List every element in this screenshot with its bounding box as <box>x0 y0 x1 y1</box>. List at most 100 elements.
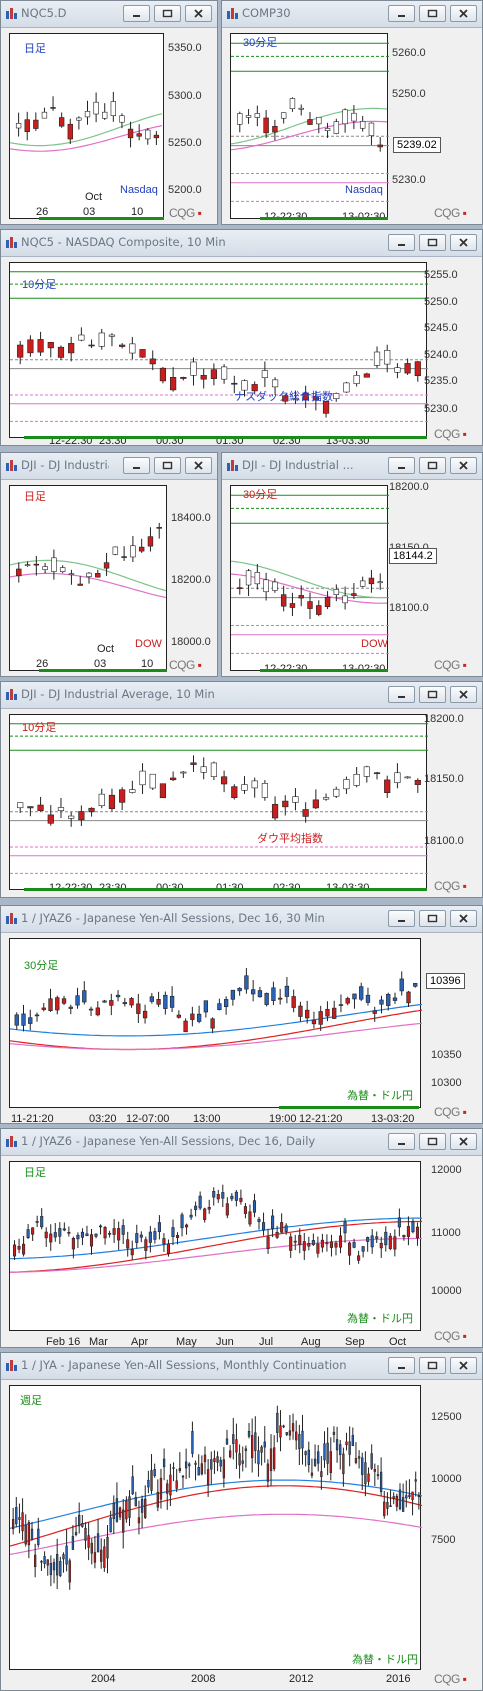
x-tick-label: 2016 <box>386 1673 411 1685</box>
y-tick-label: 18100.0 <box>424 835 464 847</box>
price-chart[interactable]: 30分足 DOW <box>230 485 389 671</box>
close-button[interactable] <box>185 5 212 22</box>
close-icon <box>194 461 203 470</box>
restore-button[interactable] <box>419 910 446 927</box>
minimize-button[interactable] <box>123 457 150 474</box>
close-button[interactable] <box>185 457 212 474</box>
price-chart[interactable]: 30分足 Nasdaq <box>230 33 389 219</box>
close-button[interactable] <box>450 1357 477 1374</box>
title-bar[interactable]: 1 / JYA - Japanese Yen-All Sessions, Mon… <box>1 1353 482 1380</box>
window-title: DJI - DJ Industrial Average, 10 Min <box>21 687 215 701</box>
x-tick-label: 10 <box>131 206 144 218</box>
minimize-button[interactable] <box>123 5 150 22</box>
window-title: 1 / JYA - Japanese Yen-All Sessions, Mon… <box>21 1358 347 1372</box>
minimize-button[interactable] <box>388 1357 415 1374</box>
session-bar <box>279 1106 419 1109</box>
close-icon <box>194 9 203 18</box>
restore-button[interactable] <box>419 1357 446 1374</box>
x-tick-label: 03 <box>83 206 96 218</box>
price-chart[interactable]: 日足 DOW <box>9 485 167 671</box>
close-button[interactable] <box>450 686 477 703</box>
title-bar[interactable]: DJI - DJ Industrial ... <box>1 453 217 480</box>
y-tick-label: 11000 <box>431 1227 461 1239</box>
minimize-button[interactable] <box>388 910 415 927</box>
minimize-button[interactable] <box>388 457 415 474</box>
x-month-label: Oct <box>97 643 115 655</box>
x-tick-label: Feb 16 <box>46 1336 81 1348</box>
close-button[interactable] <box>450 1133 477 1150</box>
close-button[interactable] <box>450 5 477 22</box>
x-month-label: Oct <box>85 191 103 203</box>
timeframe-label: 日足 <box>24 1167 46 1179</box>
y-tick-label: 5300.0 <box>168 90 202 102</box>
price-chart[interactable]: 週足 為替・ドル円 <box>9 1385 423 1670</box>
minimize-button[interactable] <box>388 234 415 251</box>
window-title: 1 / JYAZ6 - Japanese Yen-All Sessions, D… <box>21 911 325 925</box>
restore-button[interactable] <box>154 5 181 22</box>
nasdaq-10min-window: NQC5 - NASDAQ Composite, 10 Min 10分足ナスダック… <box>0 229 483 447</box>
title-bar[interactable]: NQC5.D <box>1 1 217 28</box>
restore-icon <box>427 914 438 923</box>
window-title: DJI - DJ Industrial ... <box>21 458 109 472</box>
chart-window-icon <box>6 1360 17 1371</box>
x-tick-label: 13-03:20 <box>371 1113 415 1125</box>
y-tick-label: 10000 <box>431 1285 462 1297</box>
session-bar <box>39 669 167 672</box>
price-chart[interactable]: 10分足ナスダック総合指数 <box>9 262 428 438</box>
timeframe-label: 10分足 <box>22 279 57 291</box>
minimize-icon <box>398 15 405 17</box>
close-button[interactable] <box>450 457 477 474</box>
instrument-label: ナスダック総合指数 <box>234 391 333 403</box>
restore-button[interactable] <box>419 5 446 22</box>
instrument-label: Nasdaq <box>120 184 158 196</box>
x-tick-label: 10 <box>141 658 154 670</box>
y-tick-label: 7500 <box>431 1534 456 1546</box>
title-bar[interactable]: DJI - DJ Industrial ... <box>222 453 482 480</box>
y-tick-label: 5235.0 <box>424 375 458 387</box>
y-tick-label: 12000 <box>431 1164 462 1176</box>
close-button[interactable] <box>450 234 477 251</box>
window-title: DJI - DJ Industrial ... <box>242 458 354 472</box>
price-chart[interactable]: 日足 Nasdaq <box>9 33 164 219</box>
restore-button[interactable] <box>419 1133 446 1150</box>
title-bar[interactable]: 1 / JYAZ6 - Japanese Yen-All Sessions, D… <box>1 906 482 933</box>
price-chart[interactable]: 10分足 ダウ平均指数 <box>9 714 428 890</box>
restore-button[interactable] <box>419 686 446 703</box>
title-bar[interactable]: COMP30 <box>222 1 482 28</box>
minimize-button[interactable] <box>388 5 415 22</box>
restore-button[interactable] <box>419 457 446 474</box>
restore-button[interactable] <box>419 234 446 251</box>
last-price-tag: 5239.02 <box>393 137 441 153</box>
x-tick-label: 2008 <box>191 1673 216 1685</box>
title-bar[interactable]: 1 / JYAZ6 - Japanese Yen-All Sessions, D… <box>1 1129 482 1156</box>
y-tick-label: 5350.0 <box>168 42 202 54</box>
price-chart[interactable]: 日足為替・ドル円 <box>9 1161 422 1331</box>
minimize-button[interactable] <box>388 686 415 703</box>
x-tick-label: 12-07:00 <box>126 1113 170 1125</box>
minimize-icon <box>398 1367 405 1369</box>
title-bar[interactable]: NQC5 - NASDAQ Composite, 10 Min <box>1 230 482 257</box>
price-chart[interactable]: 30分足 為替・ドル円 <box>9 938 423 1108</box>
restore-button[interactable] <box>154 457 181 474</box>
close-icon <box>459 238 468 247</box>
session-bar <box>24 436 427 439</box>
close-icon <box>459 461 468 470</box>
timeframe-label: 10分足 <box>22 722 57 734</box>
x-tick-label: 03 <box>94 658 107 670</box>
chart-window-icon <box>6 1136 17 1147</box>
instrument-label: DOW <box>361 638 388 650</box>
instrument-label: 為替・ドル円 <box>347 1313 413 1325</box>
close-button[interactable] <box>450 910 477 927</box>
title-bar[interactable]: DJI - DJ Industrial Average, 10 Min <box>1 682 482 709</box>
x-tick-label: 12-21:20 <box>299 1113 343 1125</box>
x-tick-label: 11-21:20 <box>11 1113 54 1125</box>
close-icon <box>459 914 468 923</box>
timeframe-label: 週足 <box>20 1395 42 1407</box>
chart-window-icon <box>6 689 17 700</box>
cqg-logo: CQG ▪ <box>434 879 467 893</box>
cqg-logo: CQG ▪ <box>434 206 467 220</box>
minimize-icon <box>133 467 140 469</box>
jpy-daily-window: 1 / JYAZ6 - Japanese Yen-All Sessions, D… <box>0 1128 483 1348</box>
minimize-button[interactable] <box>388 1133 415 1150</box>
chart-window-icon <box>227 8 238 19</box>
